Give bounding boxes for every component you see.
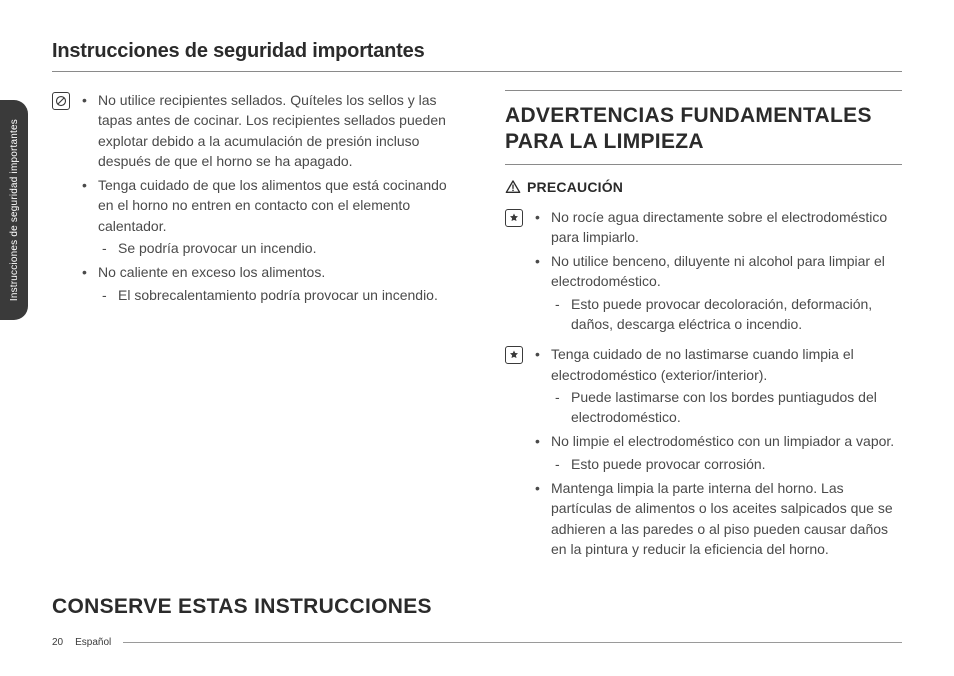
item-text: No limpie el electrodoméstico con un lim… (551, 433, 894, 449)
header-rule (52, 71, 902, 72)
left-column: No utilice recipientes sellados. Quítele… (52, 90, 457, 569)
item-text: Tenga cuidado de que los alimentos que e… (98, 177, 447, 234)
page-header: Instrucciones de seguridad importantes (52, 40, 902, 63)
footer-language: Español (75, 637, 111, 648)
right-top-rule (505, 90, 902, 91)
footer-line: 20 Español (52, 637, 902, 648)
sub-list: Puede lastimarse con los bordes puntiagu… (551, 387, 902, 428)
side-tab-label: Instrucciones de seguridad importantes (9, 119, 20, 301)
sub-item: Se podría provocar un incendio. (98, 238, 449, 258)
right-group-1: Tenga cuidado de no lastimarse cuando li… (505, 344, 902, 563)
list-item: No limpie el electrodoméstico con un lim… (533, 431, 902, 474)
bullet-list: Tenga cuidado de no lastimarse cuando li… (533, 344, 902, 563)
sub-item: Puede lastimarse con los bordes puntiagu… (551, 387, 902, 428)
sub-list: Se podría provocar un incendio. (98, 238, 449, 258)
content-columns: No utilice recipientes sellados. Quítele… (52, 90, 902, 569)
list-item: Mantenga limpia la parte interna del hor… (533, 478, 902, 559)
side-tab: Instrucciones de seguridad importantes (0, 100, 28, 320)
sub-item: El sobrecalentamiento podría provocar un… (98, 285, 449, 305)
right-group-0: No rocíe agua directamente sobre el elec… (505, 207, 902, 339)
sub-item: Esto puede provocar decoloración, deform… (551, 294, 902, 335)
footer-heading: CONSERVE ESTAS INSTRUCCIONES (52, 595, 902, 619)
warning-icon (505, 179, 521, 195)
left-icon-block: No utilice recipientes sellados. Quítele… (52, 90, 449, 309)
section-heading: ADVERTENCIAS FUNDAMENTALES PARA LA LIMPI… (505, 103, 902, 156)
left-bullet-list: No utilice recipientes sellados. Quítele… (80, 90, 449, 309)
star-icon (505, 209, 523, 227)
page-number: 20 (52, 637, 63, 648)
sub-list: El sobrecalentamiento podría provocar un… (98, 285, 449, 305)
item-text: No utilice recipientes sellados. Quítele… (98, 92, 446, 169)
caution-label: PRECAUCIÓN (527, 179, 623, 195)
caution-row: PRECAUCIÓN (505, 179, 902, 195)
item-text: Tenga cuidado de no lastimarse cuando li… (551, 346, 854, 382)
prohibit-icon (52, 92, 70, 110)
list-item: Tenga cuidado de no lastimarse cuando li… (533, 344, 902, 427)
footer: CONSERVE ESTAS INSTRUCCIONES 20 Español (52, 595, 902, 648)
list-item: No utilice benceno, diluyente ni alcohol… (533, 251, 902, 334)
right-column: ADVERTENCIAS FUNDAMENTALES PARA LA LIMPI… (497, 90, 902, 569)
item-text: No rocíe agua directamente sobre el elec… (551, 209, 887, 245)
sub-item: Esto puede provocar corrosión. (551, 454, 902, 474)
list-item: No utilice recipientes sellados. Quítele… (80, 90, 449, 171)
item-text: No utilice benceno, diluyente ni alcohol… (551, 253, 885, 289)
item-text: No caliente en exceso los alimentos. (98, 264, 325, 280)
list-item: No rocíe agua directamente sobre el elec… (533, 207, 902, 248)
footer-rule (123, 642, 902, 643)
list-item: No caliente en exceso los alimentos. El … (80, 262, 449, 305)
star-icon (505, 346, 523, 364)
section-rule (505, 164, 902, 165)
sub-list: Esto puede provocar corrosión. (551, 454, 902, 474)
item-text: Mantenga limpia la parte interna del hor… (551, 480, 893, 557)
sub-list: Esto puede provocar decoloración, deform… (551, 294, 902, 335)
list-item: Tenga cuidado de que los alimentos que e… (80, 175, 449, 258)
bullet-list: No rocíe agua directamente sobre el elec… (533, 207, 902, 339)
